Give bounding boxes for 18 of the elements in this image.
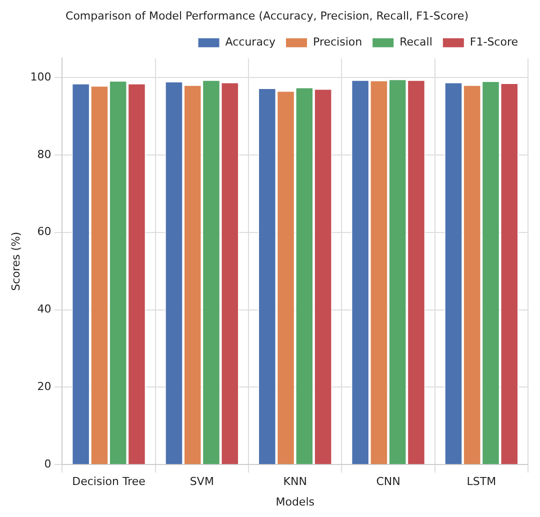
legend-label: Recall [400, 36, 432, 49]
chart-title: Comparison of Model Performance (Accuracy, Precision, Recall, F1-Score) [66, 9, 468, 22]
legend-label: Precision [313, 36, 362, 49]
y-tick-label: 0 [44, 457, 52, 470]
x-axis-title: Models [276, 495, 315, 508]
y-axis-title: Scores (%) [9, 232, 22, 291]
legend-label: Accuracy [225, 36, 276, 49]
x-tick-label: SVM [190, 475, 214, 488]
y-tick-label: 80 [37, 148, 52, 161]
x-tick-label: Decision Tree [72, 475, 146, 488]
y-tick-label: 20 [37, 380, 52, 394]
y-tick-label: 40 [37, 302, 52, 316]
y-tick-label: 100 [30, 70, 52, 84]
legend-label: F1-Score [470, 36, 518, 49]
x-tick-label: CNN [376, 475, 400, 488]
x-tick-label: KNN [283, 475, 307, 488]
y-tick-label: 60 [37, 225, 52, 238]
x-tick-label: LSTM [466, 475, 496, 488]
